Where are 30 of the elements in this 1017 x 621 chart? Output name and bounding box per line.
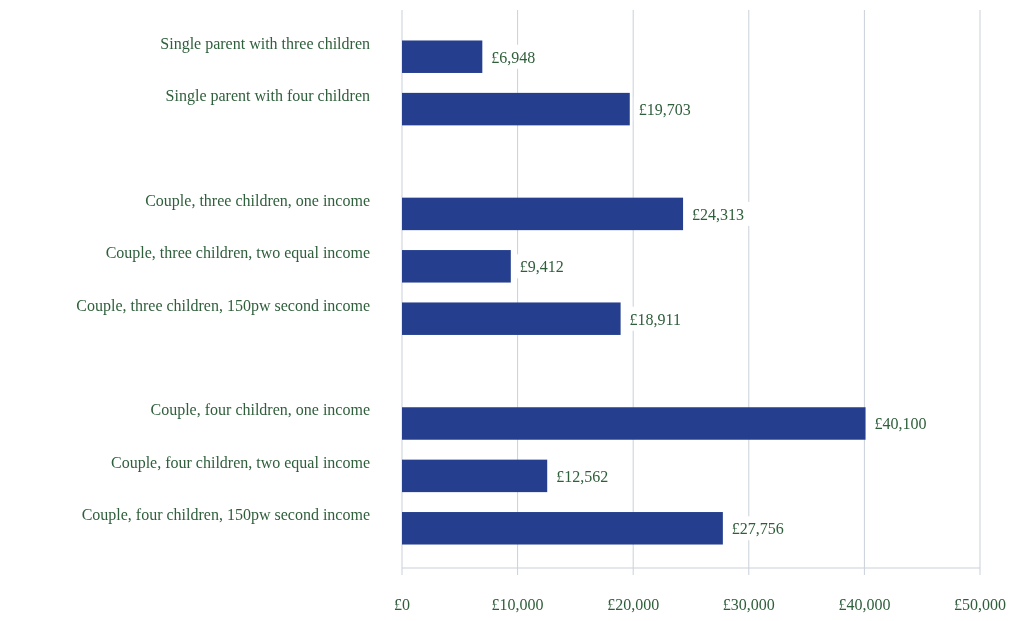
bar xyxy=(402,197,684,231)
bar xyxy=(402,459,548,493)
bar xyxy=(402,40,483,73)
x-tick-label: £40,000 xyxy=(838,596,891,613)
data-label: £40,100 xyxy=(874,415,927,433)
x-tick-label: £30,000 xyxy=(722,596,775,613)
data-label: £6,948 xyxy=(491,48,536,66)
y-tick-label: Couple, four children, one income xyxy=(150,401,370,420)
y-tick-label: Couple, four children, 150pw second income xyxy=(81,506,370,525)
x-tick-label: £10,000 xyxy=(491,596,544,613)
data-label: £27,756 xyxy=(731,520,784,538)
data-label: £18,911 xyxy=(629,310,682,328)
y-tick-label: Couple, three children, one income xyxy=(145,191,370,210)
y-tick-label: Couple, three children, 150pw second income xyxy=(76,296,370,315)
data-label: £24,313 xyxy=(692,205,745,223)
bar xyxy=(402,512,723,545)
y-tick-label: Couple, three children, two equal income xyxy=(105,244,370,263)
y-tick-label: Single parent with four children xyxy=(165,87,370,106)
bar xyxy=(402,92,630,126)
x-tick-label: £20,000 xyxy=(607,596,660,613)
x-tick-label: £50,000 xyxy=(954,596,1006,613)
data-label: £12,562 xyxy=(556,467,609,485)
y-tick-label: Single parent with three children xyxy=(160,34,370,53)
bar xyxy=(402,250,511,283)
y-tick-label: Couple, four children, two equal income xyxy=(110,453,370,472)
data-label: £9,412 xyxy=(519,258,564,276)
bar xyxy=(402,302,621,335)
x-tick-label: £0 xyxy=(394,596,410,613)
bar xyxy=(402,407,866,440)
data-label: £19,703 xyxy=(638,101,691,119)
